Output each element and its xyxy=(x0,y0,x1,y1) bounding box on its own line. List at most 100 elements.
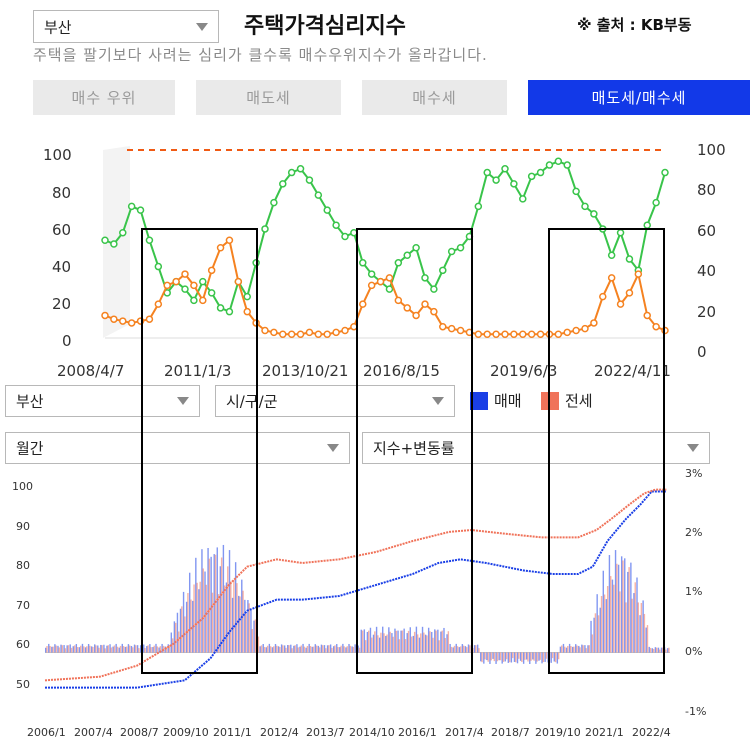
change-bar xyxy=(230,581,232,653)
change-bar xyxy=(508,652,511,663)
change-bar xyxy=(535,652,537,664)
change-bar xyxy=(571,646,574,653)
change-bar xyxy=(144,647,146,653)
change-bar xyxy=(666,648,669,653)
data-point xyxy=(625,255,634,263)
change-bar xyxy=(54,644,56,653)
data-point xyxy=(554,157,563,166)
change-bar xyxy=(634,582,636,653)
change-bar xyxy=(469,645,471,653)
change-bar xyxy=(450,646,453,653)
tab-sell-buy[interactable]: 매도세/매수세 xyxy=(528,80,750,115)
change-bar xyxy=(195,557,197,653)
change-bar xyxy=(375,626,378,653)
change-bar xyxy=(45,647,47,653)
change-bar xyxy=(417,634,419,653)
change-bar xyxy=(418,637,421,653)
change-bar xyxy=(121,643,123,653)
data-point xyxy=(554,330,563,338)
data-point xyxy=(661,168,669,177)
change-bar xyxy=(174,622,177,653)
change-bar xyxy=(584,645,586,653)
change-bar xyxy=(659,649,661,653)
data-point xyxy=(519,330,527,338)
change-bar xyxy=(78,647,81,653)
data-point xyxy=(359,259,367,267)
change-bar xyxy=(545,652,548,659)
change-bar xyxy=(524,652,526,660)
change-bar xyxy=(483,652,485,664)
data-point xyxy=(181,270,189,278)
data-point xyxy=(634,270,643,278)
change-bar xyxy=(401,630,404,653)
change-bar xyxy=(625,602,627,653)
data-point xyxy=(643,311,651,320)
change-bar xyxy=(146,646,148,653)
change-bar xyxy=(421,626,424,653)
data-point xyxy=(332,221,340,229)
legend-jeonse[interactable]: 전세 xyxy=(541,390,593,411)
change-bar xyxy=(458,647,461,653)
change-bar xyxy=(149,644,151,653)
data-point xyxy=(110,315,118,323)
change-bar xyxy=(239,596,241,653)
region-select[interactable]: 부산 xyxy=(33,10,219,43)
data-point xyxy=(305,176,314,184)
change-bar xyxy=(325,648,327,653)
top-x-tick: 2008/4/7 xyxy=(57,362,125,380)
tab-sell-side[interactable]: 매도세 xyxy=(196,80,341,115)
mode-select[interactable]: 지수+변동률 xyxy=(362,432,710,464)
region-filter-select[interactable]: 부산 xyxy=(5,385,200,417)
data-point xyxy=(341,232,349,241)
data-point xyxy=(581,324,589,333)
change-bar xyxy=(182,591,185,653)
change-bar xyxy=(453,645,456,653)
chevron-down-icon xyxy=(327,444,339,452)
change-bar xyxy=(492,652,494,659)
tab-buy-side[interactable]: 매수세 xyxy=(362,80,507,115)
top-y-tick: 100 xyxy=(43,146,72,164)
data-point xyxy=(127,202,136,211)
data-point xyxy=(519,195,527,203)
change-bar xyxy=(280,644,283,653)
data-point xyxy=(314,191,323,199)
change-bar xyxy=(342,643,344,653)
district-select[interactable]: 시/구/군 xyxy=(215,385,455,417)
period-select[interactable]: 월간 xyxy=(5,432,350,464)
change-bar xyxy=(115,643,117,653)
change-bar xyxy=(495,652,497,664)
change-bar xyxy=(542,652,545,663)
data-point xyxy=(483,168,491,177)
legend-trade[interactable]: 매매 xyxy=(470,390,522,411)
data-point xyxy=(447,247,456,256)
change-bar xyxy=(651,648,654,653)
change-bar xyxy=(553,652,555,662)
top-x-tick: 2016/8/15 xyxy=(363,362,440,380)
change-bar xyxy=(207,547,209,653)
bottom-y-tick: 50 xyxy=(16,678,30,691)
data-point xyxy=(439,322,447,331)
change-bar xyxy=(294,645,296,653)
change-bar xyxy=(380,632,382,653)
tab-buy-dominance[interactable]: 매수 우위 xyxy=(33,80,175,115)
change-bar xyxy=(198,589,200,653)
change-bar xyxy=(259,646,261,653)
change-bar xyxy=(541,652,543,664)
change-bar xyxy=(248,603,250,653)
bottom-y-tick-right: 1% xyxy=(685,585,703,598)
bottom-x-tick: 2006/1 xyxy=(27,726,66,739)
change-bar xyxy=(438,640,440,653)
change-bar xyxy=(557,652,560,660)
data-point xyxy=(296,165,305,173)
change-bar xyxy=(564,646,566,653)
data-point xyxy=(430,285,438,293)
change-bar xyxy=(501,652,503,664)
change-bar xyxy=(75,644,78,653)
data-point xyxy=(287,330,296,338)
change-bar xyxy=(73,645,76,653)
change-bar xyxy=(378,637,381,653)
change-bar xyxy=(606,586,609,653)
change-bar xyxy=(297,647,299,653)
change-bar xyxy=(554,652,557,663)
change-bar xyxy=(277,646,280,653)
